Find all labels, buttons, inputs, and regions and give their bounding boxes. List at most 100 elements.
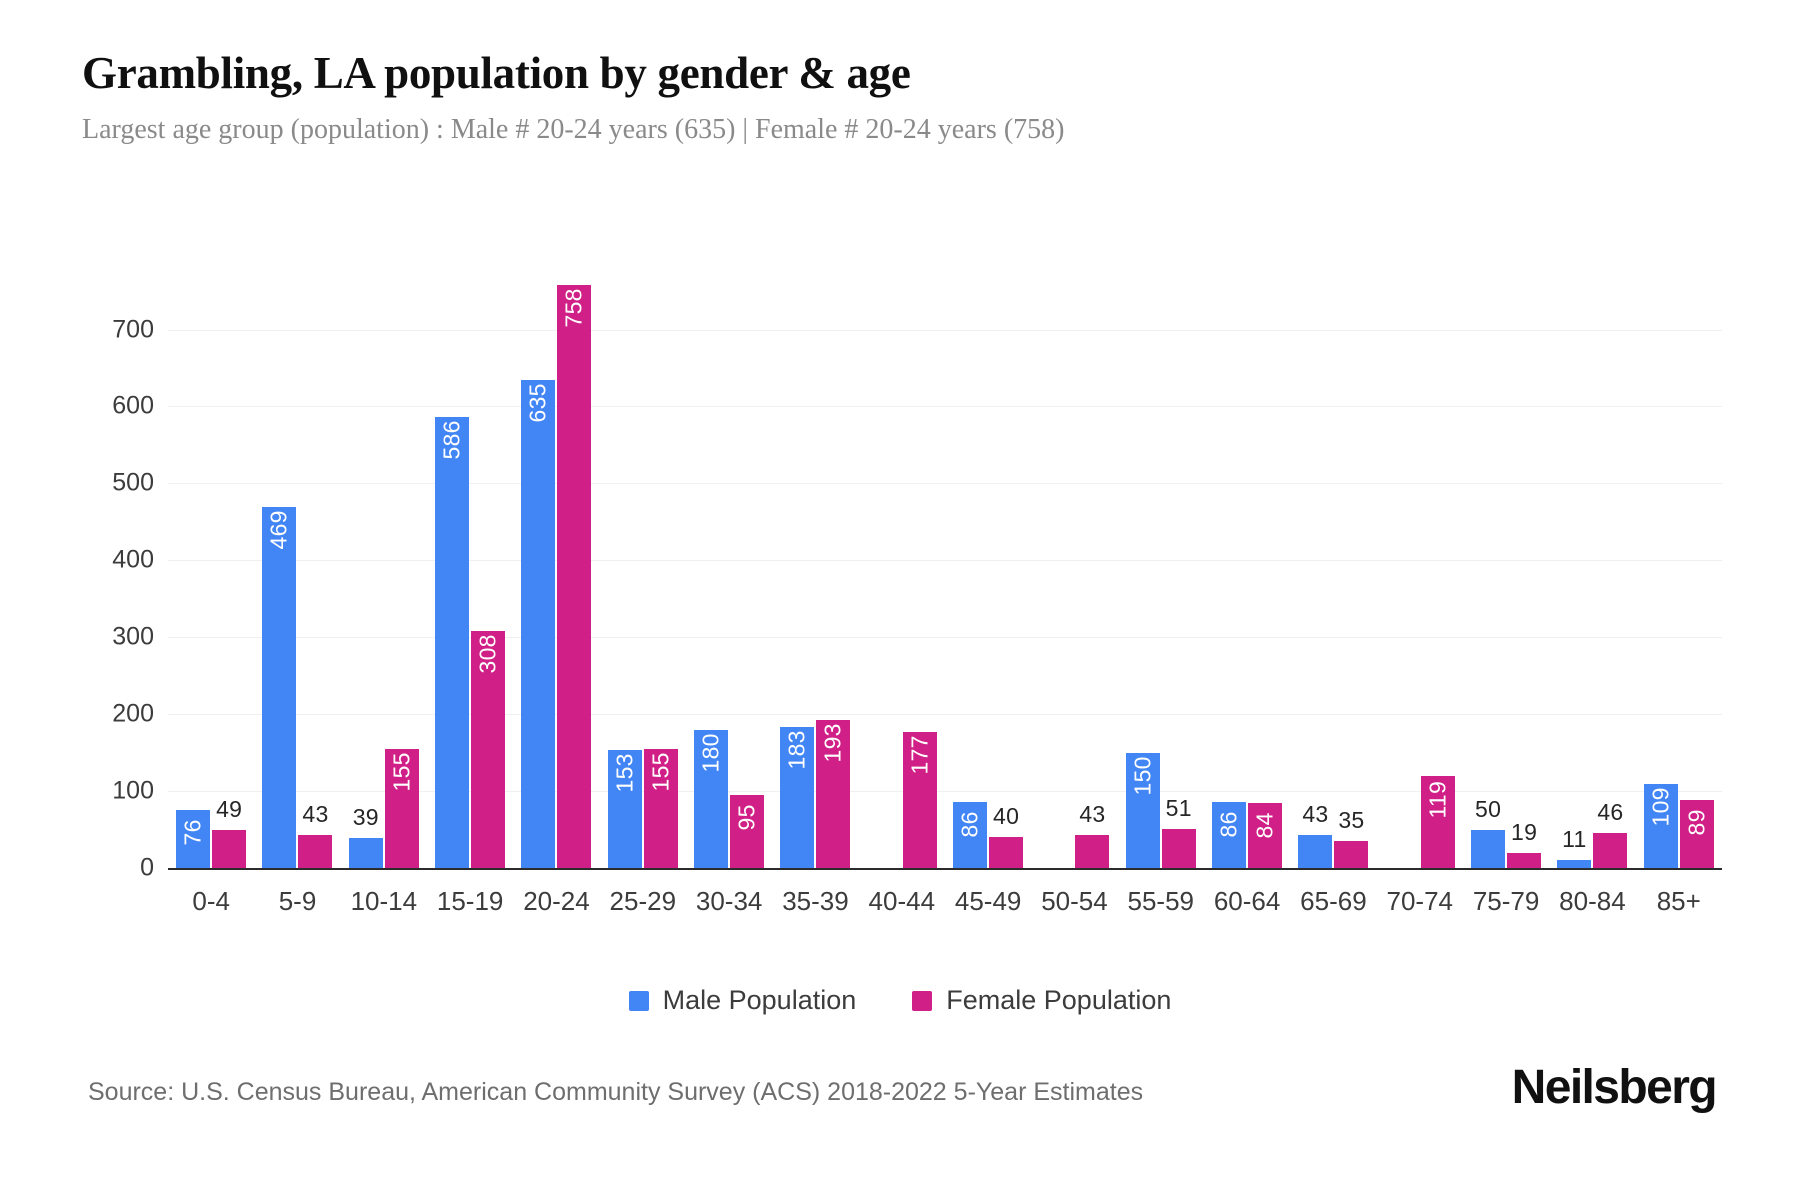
bar[interactable]: 308 (471, 631, 506, 868)
x-tick-label: 80-84 (1559, 886, 1626, 916)
bar[interactable]: 150 (1125, 752, 1160, 868)
bar-slot: 469 (262, 268, 297, 868)
legend-swatch-icon (628, 990, 649, 1011)
gridlines (168, 268, 1722, 870)
x-axis: 0-4 5-9 10-14 15-19 20-24 25-29 30-34 35-39 40-4… (168, 872, 1722, 917)
bar-slot: 35 (1334, 268, 1369, 868)
bar-slot: 84 (1248, 268, 1283, 868)
brand-logo: Neilsberg (1511, 1061, 1718, 1114)
bar[interactable]: 43 (298, 801, 333, 868)
bar-value-label: 49 (216, 796, 243, 823)
bar-value-label: 43 (1079, 800, 1106, 827)
gridline (168, 791, 1722, 793)
bar-slot: 76 (176, 268, 211, 868)
bar[interactable]: 155 (643, 748, 678, 868)
bar-slot: 19 (1507, 268, 1542, 868)
y-tick-label: 700 (112, 315, 154, 344)
gridline (168, 637, 1722, 639)
legend-label: Female Population (946, 985, 1172, 1015)
bar[interactable]: 39 (348, 804, 383, 868)
bar[interactable]: 119 (1420, 776, 1455, 868)
bar-value-label: 40 (993, 803, 1020, 830)
bar-slot: 109 (1643, 268, 1678, 868)
bar[interactable]: 180 (694, 729, 729, 868)
bar-group: 180 95 (686, 268, 772, 868)
bar[interactable]: 35 (1334, 807, 1369, 868)
bar[interactable]: 40 (989, 803, 1024, 868)
bar-slot: 155 (643, 268, 678, 868)
bar[interactable]: 89 (1679, 799, 1714, 868)
source-note: Source: U.S. Census Bureau, American Com… (88, 1078, 1144, 1106)
gridline (168, 560, 1722, 562)
bar-value-label: 35 (1338, 807, 1365, 834)
bar[interactable]: 46 (1593, 799, 1628, 868)
bar-slot: 50 (1471, 268, 1506, 868)
bar-value-label: 11 (1562, 825, 1587, 852)
bar[interactable]: 635 (521, 379, 556, 868)
chart-plot-area: 0 100 200 300 400 500 600 700 76 49 469 43 39 155 586… (82, 268, 1722, 916)
x-tick-label: 10-14 (350, 886, 418, 916)
bar-value-label: 39 (352, 804, 379, 830)
bar[interactable]: 469 (262, 507, 297, 868)
y-tick-label: 200 (112, 699, 154, 728)
bar-group: 43 (1031, 268, 1117, 868)
bar[interactable]: 758 (557, 284, 592, 868)
bar-group: 50 19 (1463, 268, 1549, 868)
bar-group: 76 49 (168, 268, 254, 868)
legend-item[interactable]: Female Population (912, 985, 1171, 1016)
x-tick-label: 40-44 (868, 886, 936, 916)
bar[interactable]: 43 (1075, 801, 1110, 868)
bar[interactable]: 50 (1471, 796, 1506, 868)
gridline (168, 406, 1722, 408)
bar-slot: 11 (1557, 268, 1592, 868)
gridline (168, 329, 1722, 331)
x-tick-label: 45-49 (954, 886, 1022, 916)
legend-item[interactable]: Male Population (628, 985, 856, 1016)
bar[interactable]: 86 (1212, 801, 1247, 868)
bar[interactable]: 76 (176, 809, 211, 868)
bar-slot (1385, 268, 1419, 868)
bar[interactable]: 153 (607, 750, 642, 868)
bar-slot: 758 (557, 268, 592, 868)
bar[interactable]: 193 (816, 719, 851, 868)
bar[interactable]: 86 (953, 801, 988, 868)
bar-group: 109 89 (1636, 268, 1722, 868)
x-tick-label: 20-24 (523, 886, 590, 916)
bar[interactable]: 586 (435, 417, 470, 868)
bar-slot: 150 (1125, 268, 1160, 868)
bar-slot: 43 (1075, 268, 1110, 868)
bar[interactable]: 51 (1161, 795, 1196, 868)
bar-slot: 153 (607, 268, 642, 868)
bar-slot: 51 (1161, 268, 1196, 868)
y-axis: 0 100 200 300 400 500 600 700 (82, 268, 168, 881)
bar-group: 43 35 (1290, 268, 1376, 868)
bar[interactable]: 11 (1557, 826, 1592, 868)
bar-group: 150 51 (1118, 268, 1204, 868)
bar-slot: 39 (348, 268, 383, 868)
x-tick-label: 85+ (1656, 886, 1701, 916)
y-tick-label: 600 (112, 391, 154, 420)
bar[interactable]: 177 (902, 731, 937, 868)
x-tick-label: 30-34 (695, 886, 763, 916)
x-tick-label: 25-29 (609, 886, 677, 916)
bar[interactable]: 183 (780, 727, 815, 868)
bar[interactable]: 43 (1298, 801, 1333, 868)
bar[interactable]: 155 (384, 748, 419, 868)
bar-slot (1039, 268, 1073, 868)
bar-group: 11 46 (1549, 268, 1635, 868)
bar-slot: 86 (953, 268, 988, 868)
bar-slot: 89 (1679, 268, 1714, 868)
bar-slot: 193 (816, 268, 851, 868)
bar-slot: 586 (435, 268, 470, 868)
bar[interactable]: 49 (212, 796, 247, 868)
bar[interactable]: 19 (1507, 819, 1542, 868)
bar-value-label: 50 (1474, 795, 1502, 822)
bar[interactable]: 109 (1643, 784, 1678, 868)
bar[interactable]: 95 (730, 794, 765, 868)
bar-group: 86 84 (1204, 268, 1290, 868)
x-tick-label: 65-69 (1300, 886, 1367, 916)
bar-value-label: 43 (1302, 800, 1329, 827)
bar[interactable]: 84 (1248, 803, 1283, 868)
bar-slot: 119 (1420, 268, 1455, 868)
bar-group: 153 155 (600, 268, 686, 868)
